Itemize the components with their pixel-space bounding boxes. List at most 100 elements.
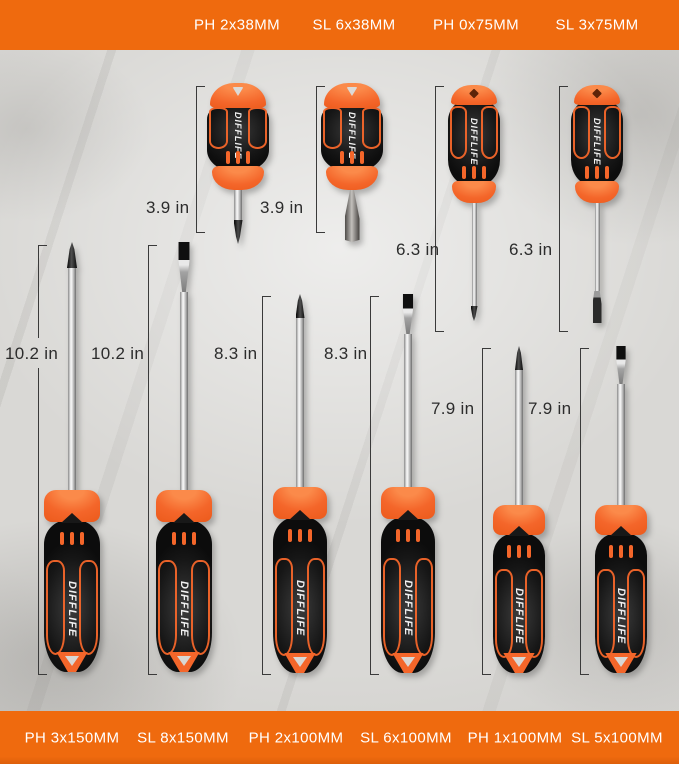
- measure-label: 7.9 in: [431, 399, 475, 418]
- slotted-tip: [178, 242, 190, 292]
- hang-hole: [346, 87, 358, 96]
- size-label-sl5x100: SL 5x100MM: [571, 729, 663, 746]
- measure-bracket: [196, 86, 206, 233]
- phillips-tip: [470, 306, 478, 321]
- measure-bracket: [316, 86, 326, 233]
- shaft: [180, 292, 188, 490]
- bottom-banner: PH 3x150MM SL 8x150MM PH 2x100MM SL 6x10…: [0, 711, 679, 764]
- measure-label: 10.2 in: [5, 344, 59, 363]
- size-label-ph0x75: PH 0x75MM: [432, 16, 520, 34]
- handle-cap: [324, 83, 380, 108]
- handle-grip: DIFFLIFE: [493, 533, 545, 673]
- measure-bracket: [38, 368, 48, 675]
- handle-cap: [573, 85, 621, 105]
- handle-grip: DIFFLIFE: [321, 101, 383, 171]
- hang-hole: [392, 653, 424, 673]
- screwdriver-sl-6x38mm: DIFFLIFE: [321, 83, 383, 242]
- screwdriver-ph-3x150mm: DIFFLIFE: [44, 242, 100, 672]
- grip-accent: [209, 107, 229, 150]
- measure-label: 7.9 in: [528, 399, 572, 418]
- grip-accent: [306, 557, 325, 656]
- handle-cap: [210, 83, 266, 108]
- screwdriver-ph-1x100mm: DIFFLIFE: [493, 346, 545, 673]
- grip-accent: [79, 559, 98, 656]
- measure-bracket: [580, 348, 590, 675]
- hang-hole: [168, 652, 200, 672]
- measure-bracket: [482, 348, 492, 675]
- grip-accent: [495, 569, 513, 658]
- measure-bracket: [148, 245, 158, 675]
- handle-grip: DIFFLIFE: [207, 101, 269, 171]
- phillips-tip: [295, 294, 305, 318]
- shaft: [234, 190, 242, 220]
- brand-label: DIFFLIFE: [347, 112, 357, 160]
- handle-grip: DIFFLIFE: [273, 517, 327, 673]
- measure-bracket: [262, 296, 272, 675]
- measure-label: 3.9 in: [260, 198, 304, 217]
- brand-label: DIFFLIFE: [513, 587, 525, 645]
- cap-logo: [592, 88, 602, 99]
- size-label-sl8x150: SL 8x150MM: [137, 729, 229, 746]
- grip-vents: [462, 166, 486, 179]
- slotted-tip: [616, 346, 626, 384]
- screwdriver-sl-5x100mm: DIFFLIFE: [595, 346, 647, 673]
- grip-accent: [414, 557, 433, 656]
- handle-grip: DIFFLIFE: [381, 517, 435, 673]
- hang-hole: [503, 653, 535, 673]
- brand-label: DIFFLIFE: [233, 112, 243, 160]
- handle-grip: DIFFLIFE: [595, 533, 647, 673]
- slotted-tip: [344, 190, 360, 242]
- handle-collar: [325, 166, 379, 190]
- grip-accent: [525, 569, 543, 658]
- grip-accent: [323, 107, 343, 150]
- measure-label: 3.9 in: [146, 198, 190, 217]
- grip-accent: [275, 557, 294, 656]
- measure-label: 6.3 in: [396, 240, 440, 259]
- screwdriver-ph-2x38mm: DIFFLIFE: [207, 83, 269, 244]
- grip-vents: [226, 151, 250, 164]
- measure-label: 10.2 in: [91, 344, 145, 363]
- measure-label: 8.3 in: [214, 344, 258, 363]
- handle-collar: [452, 181, 496, 203]
- brand-label: DIFFLIFE: [592, 118, 602, 166]
- size-label-sl6x38: SL 6x38MM: [312, 16, 396, 34]
- handle-collar: [575, 181, 619, 203]
- shaft: [68, 268, 76, 490]
- brand-label: DIFFLIFE: [178, 580, 190, 638]
- grip-accent: [597, 569, 615, 658]
- hang-hole: [284, 653, 316, 673]
- handle-collar: [156, 490, 212, 522]
- size-label-sl3x75: SL 3x75MM: [555, 16, 639, 34]
- grip-accent: [481, 105, 498, 159]
- grip-accent: [627, 569, 645, 658]
- slotted-tip: [592, 291, 602, 323]
- grip-vents: [172, 532, 196, 545]
- handle-cap: [450, 85, 498, 105]
- grip-accent: [247, 107, 267, 150]
- handle-collar: [381, 487, 435, 519]
- grip-vents: [609, 545, 633, 558]
- grip-vents: [396, 529, 420, 542]
- measure-bracket: [435, 86, 445, 332]
- measure-bracket: [370, 296, 380, 675]
- grip-vents: [60, 532, 84, 545]
- shaft: [296, 318, 304, 487]
- measure-bracket: [38, 245, 48, 338]
- grip-accent: [450, 105, 467, 159]
- size-label-ph3x150: PH 3x150MM: [24, 729, 120, 746]
- size-label-sl6x100: SL 6x100MM: [360, 729, 452, 746]
- slotted-tip: [402, 294, 414, 334]
- handle-grip: DIFFLIFE: [156, 520, 212, 672]
- handle-grip: DIFFLIFE: [571, 98, 623, 186]
- hang-hole: [605, 653, 637, 673]
- size-label-ph2x100: PH 2x100MM: [248, 729, 344, 746]
- brand-label: DIFFLIFE: [469, 118, 479, 166]
- grip-accent: [573, 105, 590, 159]
- handle-collar: [493, 505, 545, 535]
- handle-collar: [273, 487, 327, 519]
- brand-label: DIFFLIFE: [402, 579, 414, 637]
- screwdriver-sl-8x150mm: DIFFLIFE: [156, 242, 212, 672]
- hang-hole: [232, 87, 244, 96]
- grip-accent: [46, 559, 65, 656]
